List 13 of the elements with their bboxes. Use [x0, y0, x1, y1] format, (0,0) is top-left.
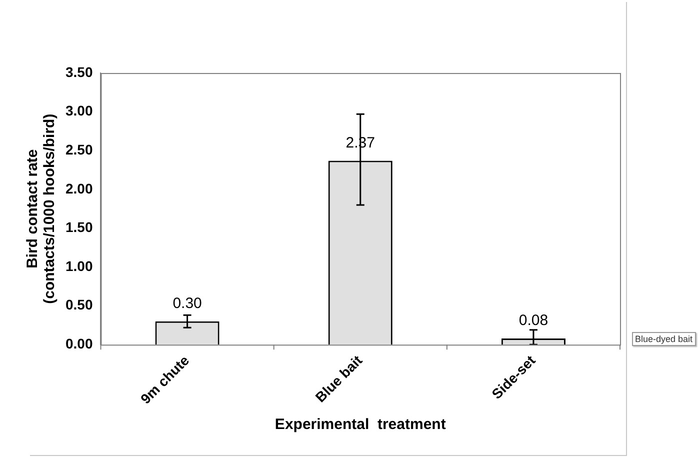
y-tick-label: 0.50 [66, 296, 93, 313]
data-label: 0.08 [518, 312, 548, 330]
x-axis-title: Experimental treatment [274, 416, 446, 434]
y-tick-label: 1.00 [66, 258, 93, 274]
y-tick-label: 3.50 [66, 64, 93, 80]
y-tick-label: 0.00 [66, 336, 93, 352]
y-tick-label: 2.50 [66, 141, 93, 158]
y-axis-title: Bird contact rate (contacts/1000 hooks/bird) [24, 114, 58, 304]
y-tick-label: 2.00 [66, 180, 93, 196]
text: Blue-dyed bait [632, 332, 696, 346]
y-tick-label: 1.50 [66, 219, 93, 236]
data-label: 0.30 [172, 295, 202, 312]
y-tick-label: 3.00 [66, 102, 93, 119]
